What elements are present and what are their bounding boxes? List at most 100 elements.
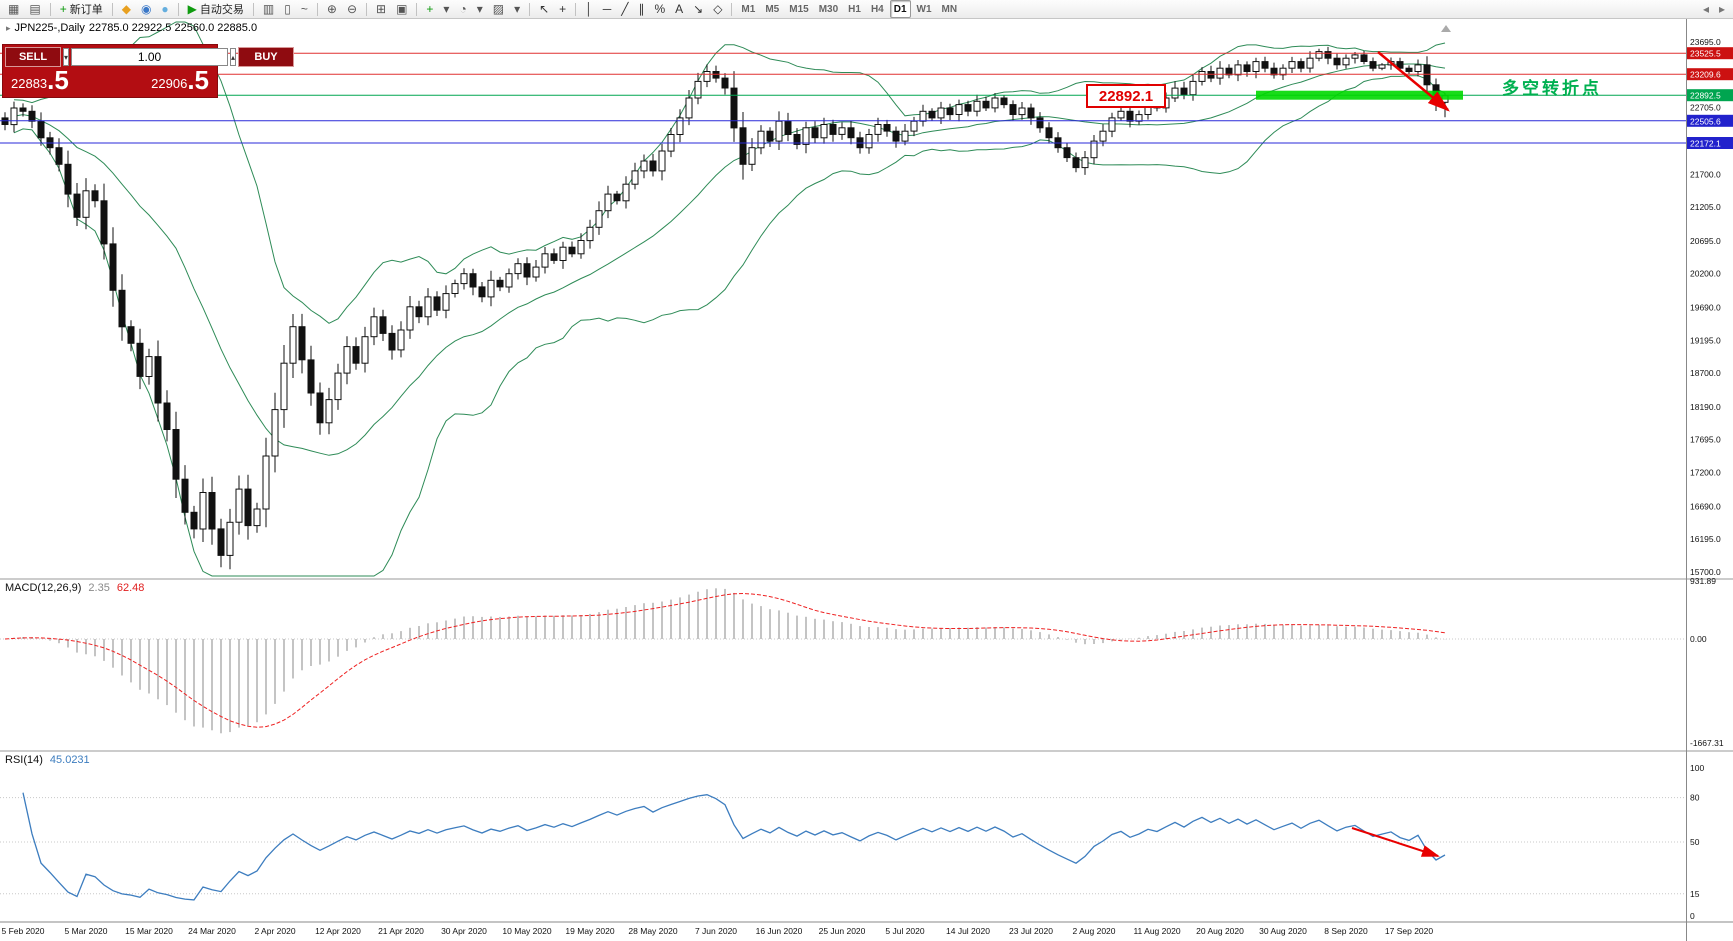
templates-icon[interactable]: ▨ bbox=[489, 0, 508, 18]
shapes-icon: ◇ bbox=[713, 2, 723, 16]
shapes-icon[interactable]: ◇ bbox=[709, 0, 726, 18]
bollinger-line bbox=[13, 21, 1446, 324]
date-axis-label: 24 Mar 2020 bbox=[188, 926, 236, 936]
vertical-line-icon[interactable]: │ bbox=[581, 0, 597, 18]
autotrading-button-label: 自动交易 bbox=[199, 4, 244, 16]
scroll-marker-icon[interactable] bbox=[1441, 25, 1451, 32]
axis-text: 100 bbox=[1690, 763, 1704, 773]
vertical-line-icon: │ bbox=[585, 2, 593, 16]
chart-symbol-period: JPN225-,Daily bbox=[14, 22, 85, 34]
date-axis-label: 25 Jun 2020 bbox=[819, 926, 866, 936]
templates-dropdown-icon: ▾ bbox=[514, 2, 521, 16]
templates-dropdown-icon[interactable]: ▾ bbox=[510, 0, 524, 18]
zoom-in-icon: ⊕ bbox=[326, 2, 337, 16]
axis-text: 21205.0 bbox=[1690, 202, 1721, 212]
sell-price[interactable]: 22883.5 bbox=[11, 67, 69, 93]
toolbar-separator bbox=[111, 2, 113, 16]
zoom-out-icon[interactable]: ⊖ bbox=[343, 0, 361, 18]
axis-text: 22705.0 bbox=[1690, 103, 1721, 113]
candlestick-chart-icon[interactable]: ▯ bbox=[280, 0, 295, 18]
auto-arrange-icon[interactable]: ▣ bbox=[392, 0, 411, 18]
equidistant-channel-icon[interactable]: ∥ bbox=[634, 0, 648, 18]
market-watch-icon[interactable]: ◉ bbox=[137, 0, 155, 18]
axis-text: 17200.0 bbox=[1690, 468, 1721, 478]
sell-button[interactable]: SELL bbox=[5, 47, 61, 67]
arrows-tool-icon[interactable]: ↘ bbox=[689, 0, 707, 18]
indicators-icon[interactable]: + bbox=[422, 0, 437, 18]
timeframe-h1[interactable]: H1 bbox=[848, 3, 861, 15]
date-axis-label: 14 Jul 2020 bbox=[946, 926, 990, 936]
date-axis-label: 23 Jul 2020 bbox=[1009, 926, 1053, 936]
timeframe-w1[interactable]: W1 bbox=[916, 3, 932, 15]
zoom-in-icon[interactable]: ⊕ bbox=[323, 0, 341, 18]
periods-icon[interactable]: ◔ bbox=[455, 0, 470, 18]
support-zone[interactable] bbox=[1256, 90, 1463, 100]
axis-text: 15 bbox=[1690, 889, 1700, 899]
timeframe-mn[interactable]: MN bbox=[941, 3, 958, 15]
timeframe-m30[interactable]: M30 bbox=[818, 3, 839, 15]
data-window-icon[interactable]: ● bbox=[157, 0, 172, 18]
fibonacci-icon[interactable]: % bbox=[650, 0, 669, 18]
trend-arrow-main[interactable] bbox=[1377, 51, 1450, 112]
macd-label: MACD(12,26,9) 2.35 62.48 bbox=[5, 582, 144, 594]
axis-text: 17695.0 bbox=[1690, 435, 1721, 445]
chart-profiles-icon[interactable]: ▤ bbox=[25, 0, 44, 18]
date-axis-label: 16 Jun 2020 bbox=[756, 926, 803, 936]
new-chart-icon[interactable]: ▦ bbox=[4, 0, 23, 18]
timeframe-m5[interactable]: M5 bbox=[765, 3, 780, 15]
chart-shift-icon[interactable]: ▸ bbox=[1715, 0, 1729, 18]
axis-text: -1667.31 bbox=[1690, 738, 1724, 748]
bar-chart-icon[interactable]: ▥ bbox=[259, 0, 278, 18]
turning-point-note[interactable]: 多空转折点 bbox=[1502, 79, 1602, 98]
new-order-button[interactable]: + 新订单 bbox=[56, 0, 107, 18]
axis-text: 23209.6 bbox=[1690, 70, 1721, 80]
autotrading-button[interactable]: ▶ 自动交易 bbox=[184, 0, 248, 18]
lot-decrease-button[interactable]: ▾ bbox=[63, 48, 70, 66]
axis-text: 19690.0 bbox=[1690, 302, 1721, 312]
new-order-button-label: 新订单 bbox=[69, 4, 103, 16]
date-axis-label: 8 Sep 2020 bbox=[1324, 926, 1368, 936]
tile-windows-icon[interactable]: ⊞ bbox=[372, 0, 390, 18]
date-axis-label: 17 Sep 2020 bbox=[1385, 926, 1433, 936]
periods-dropdown-icon[interactable]: ▾ bbox=[473, 0, 487, 18]
data-window-icon: ● bbox=[161, 2, 169, 16]
bar-chart-icon: ▥ bbox=[262, 2, 275, 16]
autotrading-button-icon: ▶ bbox=[187, 2, 197, 16]
lot-increase-button[interactable]: ▴ bbox=[230, 48, 237, 66]
cursor-icon[interactable]: ↖ bbox=[535, 0, 553, 18]
metaeditor-icon[interactable]: ◆ bbox=[118, 0, 135, 18]
buy-price[interactable]: 22906.5 bbox=[151, 67, 209, 93]
toolbar-separator bbox=[416, 2, 418, 16]
crosshair-icon[interactable]: + bbox=[555, 0, 570, 18]
text-label-icon[interactable]: A bbox=[671, 0, 687, 18]
date-axis-label: 2 Apr 2020 bbox=[254, 926, 295, 936]
bollinger-line bbox=[13, 75, 1446, 577]
timeframe-d1[interactable]: D1 bbox=[889, 0, 911, 18]
rsi-label: RSI(14) 45.0231 bbox=[5, 754, 90, 766]
timeframe-m1[interactable]: M1 bbox=[741, 3, 756, 15]
chart-scroll-icon[interactable]: ◂ bbox=[1699, 0, 1713, 18]
lot-size-input[interactable] bbox=[71, 48, 229, 66]
axis-text: 19195.0 bbox=[1690, 335, 1721, 345]
trade-controls-row: SELL ▾ ▴ BUY bbox=[5, 47, 295, 67]
line-chart-icon[interactable]: ~ bbox=[297, 0, 312, 18]
trendline-icon[interactable]: ╱ bbox=[617, 0, 632, 18]
chart-ohlc-values: 22785.0 22922.5 22560.0 22885.0 bbox=[88, 22, 258, 34]
timeframe-m15[interactable]: M15 bbox=[789, 3, 809, 15]
toolbar-separator bbox=[731, 2, 733, 16]
buy-button[interactable]: BUY bbox=[238, 47, 295, 67]
trend-arrow-rsi[interactable] bbox=[1351, 827, 1440, 857]
trade-prices-row: 22883.5 22906.5 bbox=[5, 67, 215, 95]
date-axis-label: 2 Aug 2020 bbox=[1072, 926, 1115, 936]
horizontal-line-icon: ─ bbox=[602, 2, 612, 16]
timeframe-h4[interactable]: H4 bbox=[870, 3, 884, 15]
indicators-dropdown-icon[interactable]: ▾ bbox=[439, 0, 453, 18]
toolbar-separator bbox=[49, 2, 51, 16]
price-annotation-box[interactable]: 22892.1 bbox=[1086, 84, 1166, 108]
text-label-icon: A bbox=[675, 2, 684, 16]
axis-text: 23525.5 bbox=[1690, 49, 1721, 59]
bollinger-bands bbox=[13, 21, 1446, 577]
horizontal-line-icon[interactable]: ─ bbox=[599, 0, 616, 18]
toolbar-separator bbox=[252, 2, 254, 16]
